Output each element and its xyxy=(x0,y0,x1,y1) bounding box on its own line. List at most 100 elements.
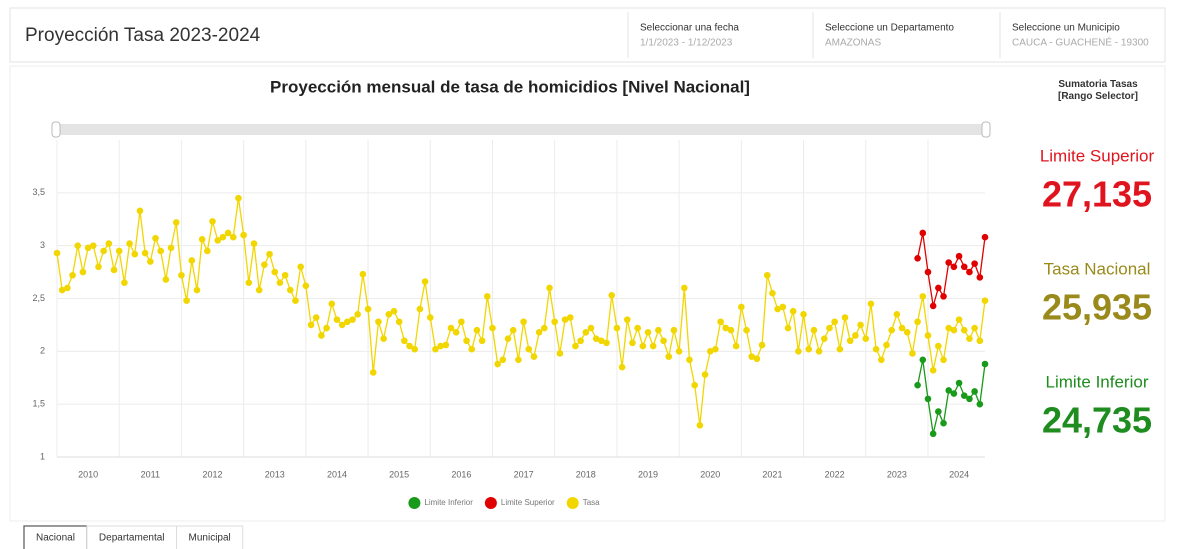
data-point xyxy=(712,345,719,353)
data-point xyxy=(250,240,258,247)
data-point xyxy=(380,335,387,342)
scrollbar[interactable] xyxy=(52,124,990,135)
data-point xyxy=(670,326,678,334)
data-point xyxy=(623,316,631,323)
summary-label: Limite Superior xyxy=(1040,146,1155,165)
data-point xyxy=(338,321,346,329)
chart-title: Proyección mensual de tasa de homicidios… xyxy=(270,77,750,96)
data-point xyxy=(530,353,538,360)
x-tick-label: 2023 xyxy=(887,469,907,479)
data-point xyxy=(613,324,621,332)
data-point xyxy=(504,335,512,342)
data-point xyxy=(909,350,916,357)
data-point xyxy=(344,318,351,326)
data-point xyxy=(255,286,263,294)
tab[interactable]: Nacional xyxy=(23,525,88,549)
scroll-grip[interactable] xyxy=(981,121,991,138)
data-point xyxy=(769,289,776,297)
data-point xyxy=(893,311,901,318)
filter-value[interactable]: 1/1/2023 - 1/12/2023 xyxy=(640,38,733,49)
data-point xyxy=(841,314,849,321)
data-point xyxy=(940,293,947,300)
data-point xyxy=(162,276,170,283)
legend-label: Limite Superior xyxy=(501,498,555,507)
data-point xyxy=(271,268,279,276)
data-point xyxy=(147,258,154,265)
data-point xyxy=(820,335,828,342)
data-point xyxy=(665,353,673,360)
data-point xyxy=(686,356,693,364)
data-point xyxy=(940,419,947,427)
data-point xyxy=(100,247,107,255)
data-point xyxy=(416,305,424,313)
data-point xyxy=(463,337,470,345)
filter[interactable]: Seleccionar una fecha 1/1/2023 - 1/12/20… xyxy=(640,23,739,49)
tab-label: Nacional xyxy=(36,533,75,544)
data-point xyxy=(675,348,683,355)
data-point xyxy=(971,388,978,395)
data-point xyxy=(587,324,595,332)
data-point xyxy=(940,356,947,364)
data-point xyxy=(878,356,885,364)
filter[interactable]: Seleccione un Municipio CAUCA - GUACHENÉ… xyxy=(1012,23,1149,49)
data-point xyxy=(307,321,315,329)
filter-value[interactable]: CAUCA - GUACHENÉ - 19300 xyxy=(1012,36,1149,49)
summary-value: 25,935 xyxy=(1042,287,1152,328)
data-point xyxy=(541,324,548,332)
filter-value[interactable]: AMAZONAS xyxy=(825,38,881,49)
range-selector[interactable] xyxy=(51,121,991,138)
data-point xyxy=(74,242,82,249)
scroll-grip[interactable] xyxy=(51,121,61,138)
data-point xyxy=(219,233,227,241)
data-point xyxy=(375,318,382,326)
data-point xyxy=(831,318,838,326)
data-point xyxy=(598,337,605,345)
summary-label: Tasa Nacional xyxy=(1044,259,1151,278)
data-point xyxy=(79,268,87,276)
data-point xyxy=(935,342,942,350)
data-point xyxy=(774,305,781,313)
data-point xyxy=(919,293,927,300)
data-point xyxy=(95,263,102,271)
data-point xyxy=(240,231,247,239)
tab[interactable]: Municipal xyxy=(176,525,244,549)
data-point xyxy=(292,297,299,304)
x-tick-label: 2019 xyxy=(638,469,658,479)
data-point xyxy=(535,329,543,336)
x-tick-label: 2011 xyxy=(141,469,160,479)
data-point xyxy=(898,324,906,332)
data-point xyxy=(826,324,833,332)
x-tick-label: 2013 xyxy=(265,469,285,479)
data-point xyxy=(235,194,242,202)
x-tick-label: 2022 xyxy=(825,469,845,479)
data-point xyxy=(224,229,232,237)
data-point xyxy=(572,342,579,350)
data-point xyxy=(706,348,714,355)
data-point xyxy=(229,233,237,241)
legend-swatch xyxy=(408,497,421,509)
data-point xyxy=(328,300,336,308)
data-point xyxy=(592,335,600,342)
tab[interactable]: Departamental xyxy=(86,525,178,549)
data-point xyxy=(618,363,626,371)
data-point xyxy=(214,237,222,244)
data-point xyxy=(354,311,361,318)
data-point xyxy=(286,286,294,294)
data-point xyxy=(209,218,216,225)
data-point xyxy=(297,263,304,271)
data-point xyxy=(566,314,574,321)
data-point xyxy=(976,274,984,281)
data-point xyxy=(971,260,978,267)
data-point xyxy=(395,318,403,326)
data-point xyxy=(935,408,942,415)
data-point xyxy=(903,329,911,336)
data-point xyxy=(577,337,584,345)
data-point xyxy=(815,348,823,355)
data-point xyxy=(795,348,802,355)
data-point xyxy=(862,335,870,342)
filter[interactable]: Seleccione un Departamento AMAZONAS xyxy=(825,23,954,49)
data-point xyxy=(919,229,927,237)
data-point xyxy=(411,345,419,353)
data-point xyxy=(696,422,704,429)
data-point xyxy=(883,341,890,349)
